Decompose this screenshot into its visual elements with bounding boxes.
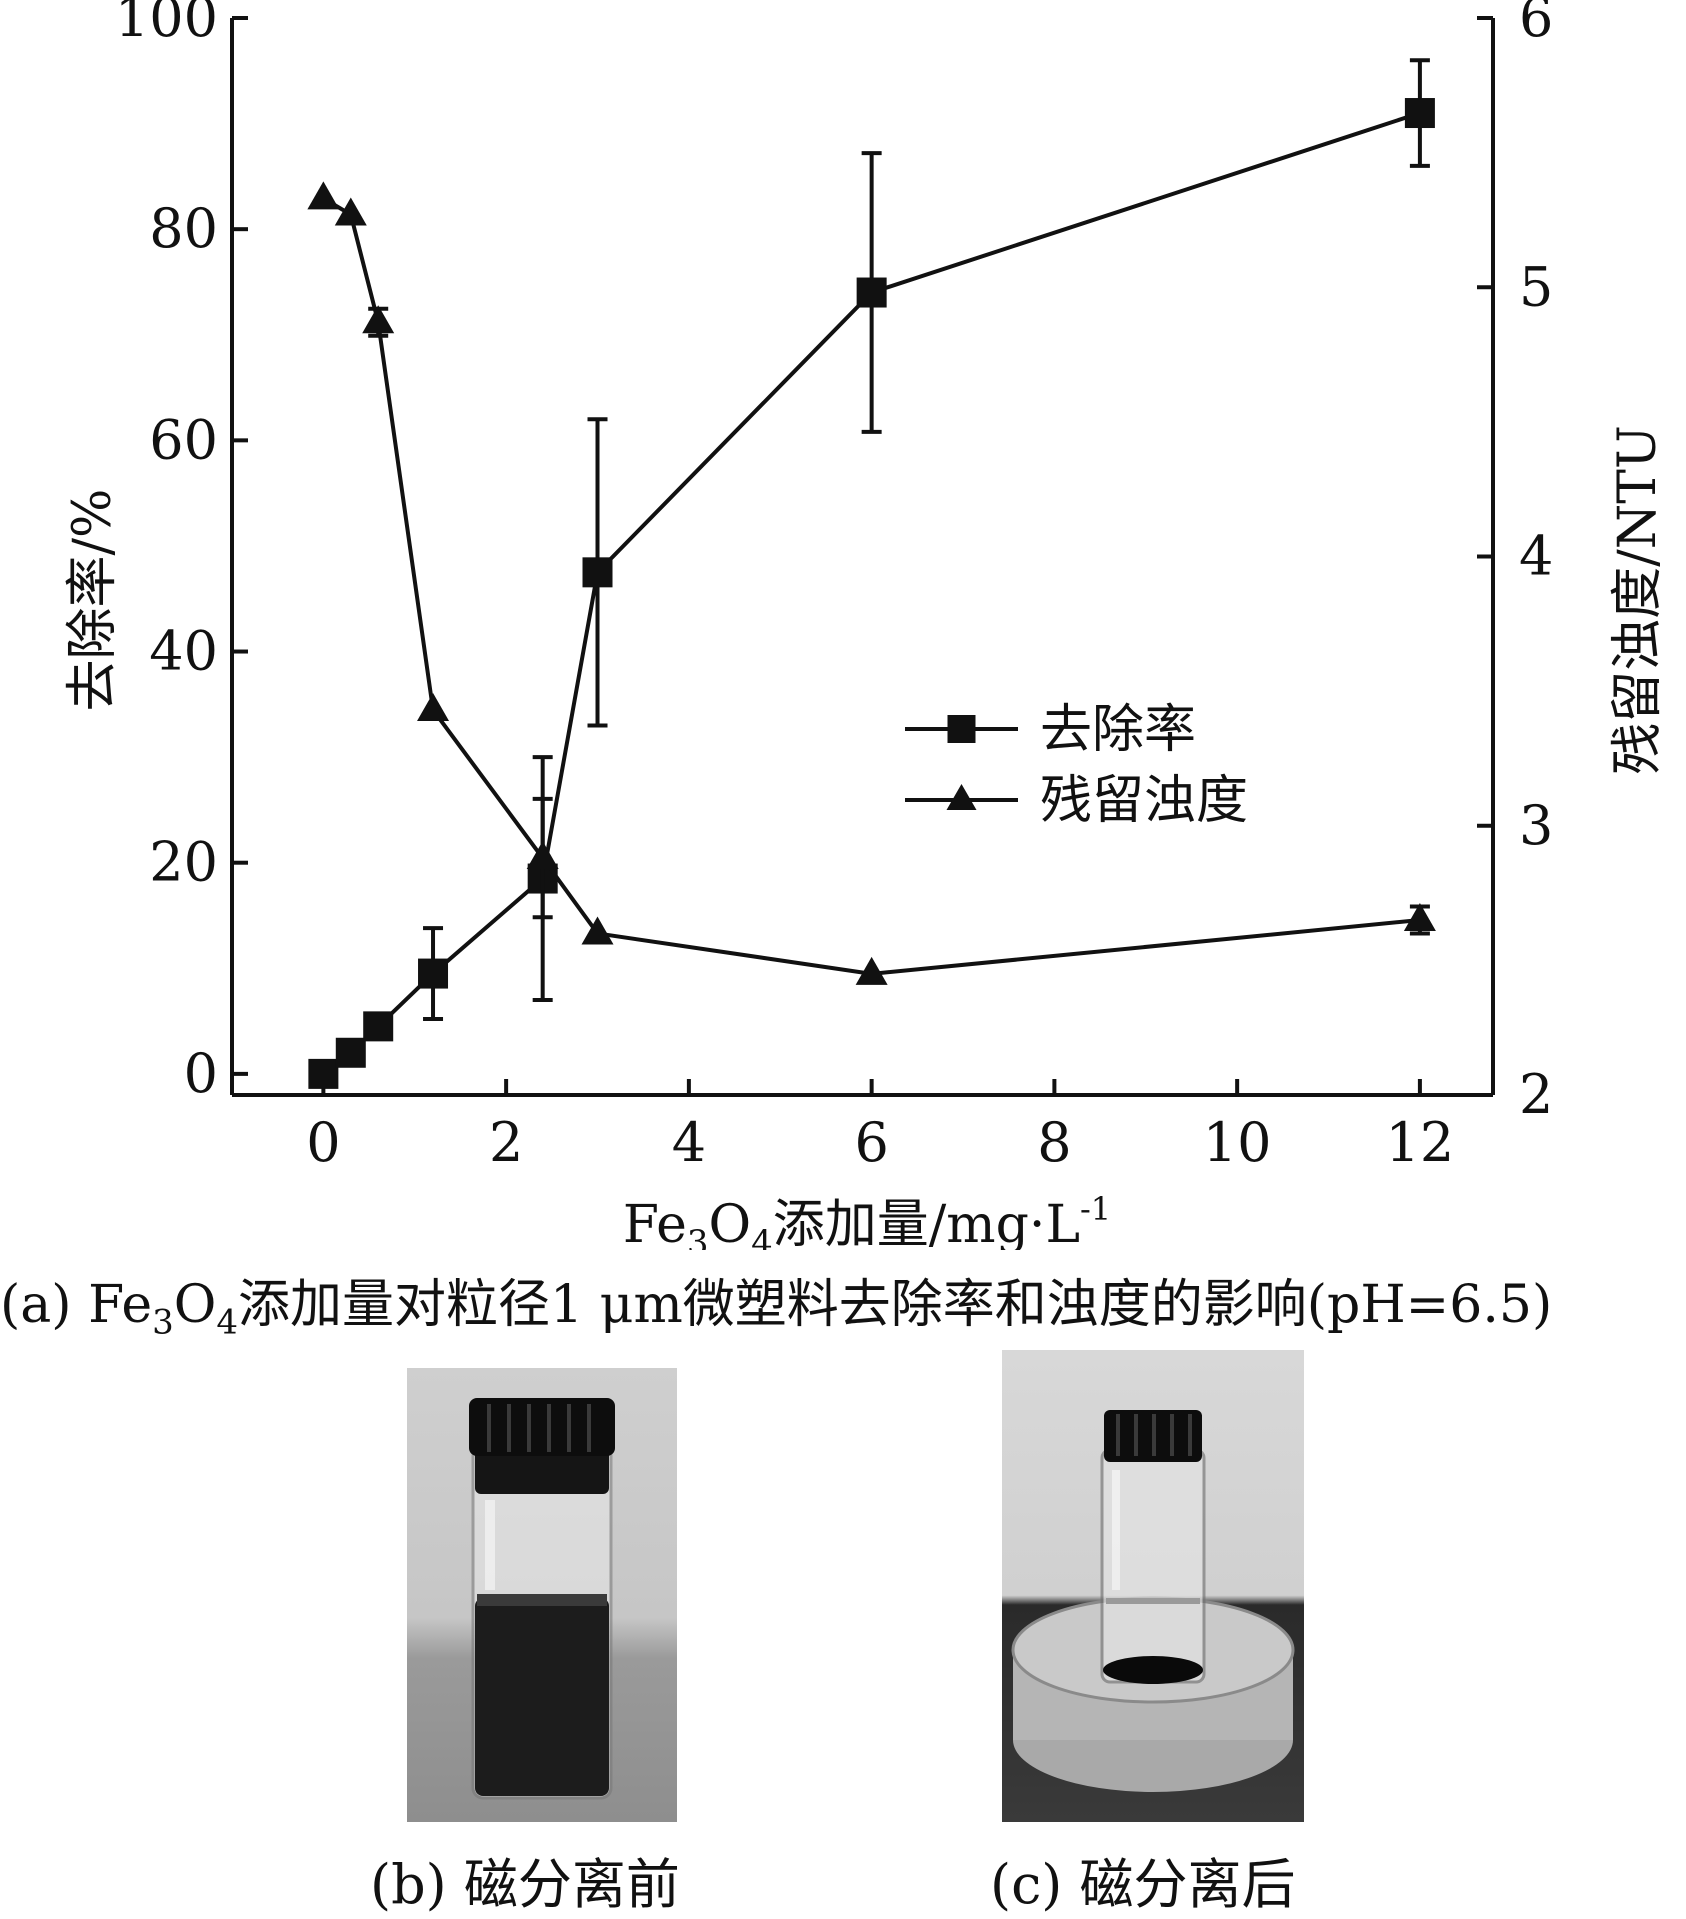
caption-a-rest: 添加量对粒径1 μm微塑料去除率和浊度的影响(pH=6.5)	[238, 1275, 1553, 1335]
data-point-square	[363, 1011, 394, 1042]
caption-a-prefix: (a) Fe	[0, 1275, 153, 1335]
data-point-triangle	[307, 181, 340, 210]
data-point-triangle	[855, 956, 888, 985]
chart-ticks: 0 2 4 6 8 10 12 0 20 40 60 80 100 2 3 4 5 6	[115, 0, 1553, 1174]
caption-b: (b) 磁分离前	[370, 1853, 680, 1916]
vial-on-magnet-image	[1011, 1410, 1295, 1792]
data-point-triangle	[362, 305, 395, 334]
data-point-square	[308, 1058, 339, 1089]
vial-dark-suspension-image	[469, 1398, 615, 1800]
y-tick-label: 60	[149, 408, 218, 471]
y-tick-label: 100	[115, 0, 218, 49]
chart-axes	[230, 18, 1495, 1097]
data-point-square	[335, 1037, 366, 1068]
legend-label-removal: 去除率	[1040, 700, 1196, 760]
y2-tick-label: 5	[1519, 255, 1553, 318]
y2-tick-label: 3	[1519, 794, 1553, 857]
data-point-square	[856, 277, 887, 308]
caption-a-o: O	[173, 1275, 217, 1335]
x-tick-label: 6	[854, 1111, 888, 1174]
series-removal-rate	[308, 58, 1435, 1089]
caption-a-sub4: 4	[216, 1302, 239, 1343]
y-tick-label: 80	[149, 197, 218, 260]
y-tick-label: 20	[149, 831, 218, 894]
x-tick-label: 8	[1037, 1111, 1071, 1174]
x-tick-label: 2	[489, 1111, 523, 1174]
x-axis-title-dot: ·	[1029, 1195, 1046, 1250]
x-tick-label: 10	[1203, 1111, 1272, 1174]
x-axis-title-sup: -1	[1080, 1190, 1111, 1228]
x-axis-title-fe: Fe	[623, 1195, 687, 1250]
x-tick-label: 12	[1386, 1111, 1455, 1174]
data-point-triangle	[334, 197, 367, 226]
data-point-square	[582, 557, 613, 588]
photo-before-magnetic-separation	[407, 1368, 677, 1822]
x-axis-title: Fe3O4添加量/mg·L-1	[623, 1190, 1111, 1250]
data-point-triangle	[581, 916, 614, 945]
x-tick-label: 0	[306, 1111, 340, 1174]
series-residual-turbidity	[307, 181, 1436, 985]
y-axis-right-title: 残留浊度/NTU	[1608, 425, 1668, 775]
data-point-triangle	[526, 841, 559, 870]
x-axis-title-l: L	[1045, 1195, 1080, 1250]
y-tick-label: 40	[149, 620, 218, 683]
x-axis-title-sub4: 4	[751, 1223, 773, 1250]
y-axis-left-title: 去除率/%	[63, 489, 123, 712]
y2-tick-label: 6	[1519, 0, 1553, 49]
x-tick-label: 4	[672, 1111, 706, 1174]
legend-triangle-marker	[946, 784, 977, 810]
data-point-triangle	[1403, 902, 1436, 931]
y2-tick-label: 2	[1519, 1063, 1553, 1126]
legend-label-turbidity: 残留浊度	[1040, 771, 1248, 831]
x-axis-title-sub3: 3	[687, 1223, 709, 1250]
data-point-square	[1404, 98, 1435, 129]
caption-a-sub3: 3	[152, 1302, 174, 1343]
x-axis-title-o: O	[709, 1195, 752, 1250]
photo-after-magnetic-separation	[1002, 1350, 1304, 1822]
series-line	[322, 196, 1421, 976]
y2-tick-label: 4	[1519, 525, 1553, 588]
legend-square-marker	[947, 715, 976, 743]
data-point-square	[418, 958, 449, 989]
caption-c: (c) 磁分离后	[990, 1853, 1296, 1916]
caption-a: (a) Fe3O4添加量对粒径1 μm微塑料去除率和浊度的影响(pH=6.5)	[0, 1262, 1552, 1342]
x-axis-title-rest: 添加量/mg	[773, 1195, 1029, 1250]
y-tick-label: 0	[184, 1042, 218, 1105]
data-point-triangle	[417, 692, 450, 721]
